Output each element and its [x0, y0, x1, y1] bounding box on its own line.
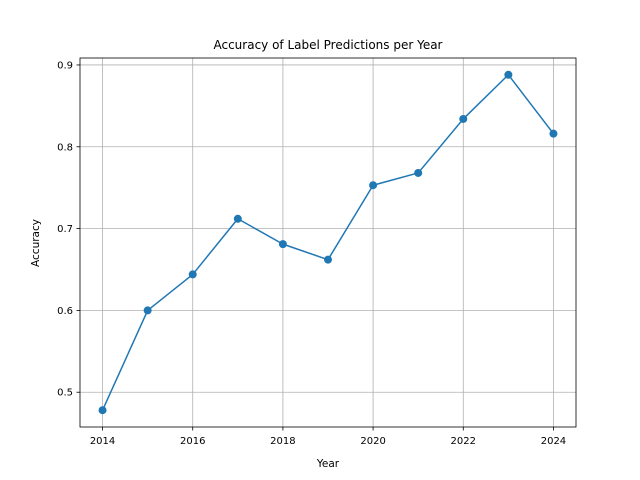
- x-tick-label: 2014: [90, 436, 115, 447]
- data-point: [233, 214, 242, 223]
- grid-layer: [80, 58, 576, 427]
- data-point: [278, 240, 287, 249]
- x-tick-label: 2016: [180, 436, 205, 447]
- y-tick-label: 0.5: [57, 388, 73, 399]
- series-line: [101, 74, 555, 411]
- x-tick-label: 2022: [451, 436, 476, 447]
- data-point: [188, 270, 197, 279]
- x-axis-title: Year: [316, 458, 340, 470]
- plot-frame: [79, 57, 577, 428]
- data-point: [504, 70, 513, 79]
- x-tick-label: 2020: [360, 436, 385, 447]
- x-tick-label: 2018: [270, 436, 295, 447]
- y-tick-label: 0.8: [57, 142, 73, 153]
- data-point: [549, 129, 558, 138]
- x-tick-label: 2024: [541, 436, 566, 447]
- data-point: [414, 168, 423, 177]
- y-tick-label: 0.9: [57, 60, 73, 71]
- y-axis-title: Accuracy: [30, 219, 42, 267]
- data-point: [98, 406, 107, 415]
- data-point: [324, 255, 332, 264]
- chart-title: Accuracy of Label Predictions per Year: [213, 38, 442, 52]
- data-point: [369, 181, 378, 190]
- y-tick-label: 0.7: [57, 224, 73, 235]
- y-tick-label: 0.6: [57, 306, 73, 317]
- tick-layer: 2014 2016 2018 2020 2022 2024 0.5 0.6 0.7 0.8 0.9: [57, 60, 566, 447]
- data-point: [143, 306, 152, 315]
- data-point: [459, 114, 468, 123]
- series-layer: [98, 70, 558, 415]
